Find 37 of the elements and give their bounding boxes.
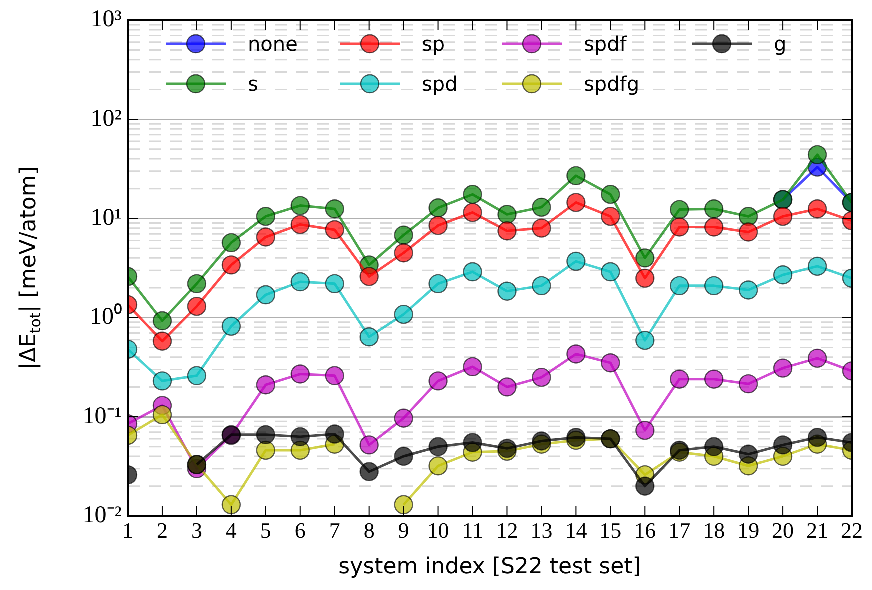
- x-tick-label: 2: [156, 518, 168, 544]
- x-tick-label: 15: [600, 518, 622, 544]
- x-tick-label: 14: [565, 518, 588, 544]
- legend-label: g: [774, 32, 787, 56]
- x-tick-label: 18: [703, 518, 726, 544]
- legend-label: spd: [422, 72, 458, 96]
- x-tick-label: 1: [122, 518, 134, 544]
- x-tick-label: 12: [496, 518, 518, 544]
- legend-label: sp: [422, 32, 446, 56]
- legend-label: spdf: [584, 32, 627, 56]
- x-tick-label: 16: [634, 518, 656, 544]
- x-tick-label: 8: [364, 518, 375, 544]
- x-tick-label: 6: [294, 518, 306, 544]
- x-tick-label: 22: [841, 518, 863, 544]
- x-axis-title: system index [S22 test set]: [338, 554, 642, 580]
- y-tick-label: 10⁻²: [82, 502, 122, 528]
- x-tick-label: 19: [738, 518, 760, 544]
- legend-label: spdfg: [584, 72, 640, 96]
- y-tick-label: 10⁰: [90, 303, 122, 330]
- y-tick-label: 10²: [90, 106, 122, 132]
- x-tick-label: 9: [398, 518, 410, 544]
- x-tick-label: 11: [462, 518, 484, 544]
- x-tick-label: 10: [427, 518, 450, 544]
- x-tick-label: 5: [260, 518, 272, 544]
- x-tick-label: 7: [329, 518, 340, 544]
- x-tick-label: 17: [668, 518, 691, 544]
- legend-label: s: [248, 72, 258, 96]
- legend-label: none: [248, 32, 298, 56]
- y-tick-label: 10¹: [90, 205, 122, 232]
- x-tick-label: 20: [772, 518, 794, 544]
- y-tick-label: 10⁻¹: [82, 403, 122, 430]
- x-tick-label: 21: [806, 518, 829, 544]
- y-axis-title: |ΔEtot| [meV/atom]: [16, 166, 44, 370]
- x-tick-label: 3: [191, 518, 202, 544]
- x-tick-label: 13: [530, 518, 553, 544]
- x-tick-label: 4: [226, 518, 237, 544]
- y-tick-label: 10³: [90, 6, 122, 33]
